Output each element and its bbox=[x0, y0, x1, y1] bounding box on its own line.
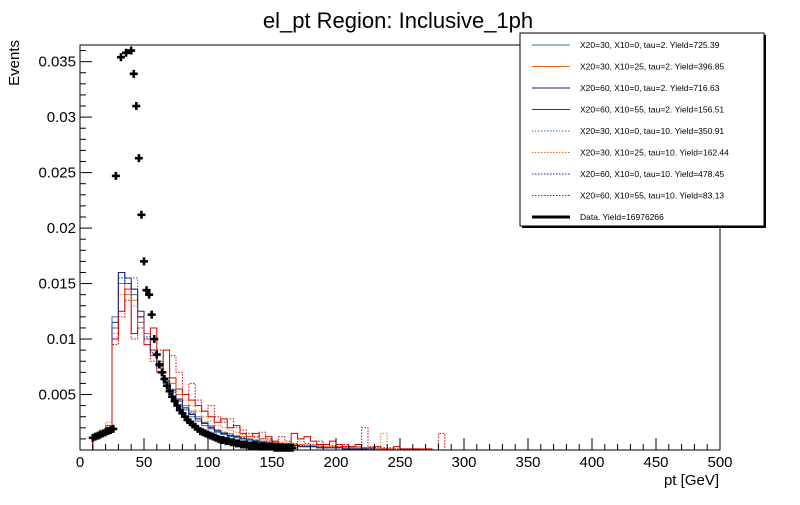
data-point-marker bbox=[132, 102, 141, 111]
data-point-marker bbox=[109, 424, 118, 433]
y-tick-label: 0.03 bbox=[47, 109, 76, 126]
axes: 0 50 100 150 200 250 300 350 400 450 500 0.005 0.01 0… bbox=[38, 44, 733, 471]
legend-entry-label: X20=60, X10=0, tau=2. Yield=716.63 bbox=[580, 83, 720, 93]
y-tick-label: 0.015 bbox=[38, 276, 76, 293]
data-point-marker bbox=[157, 368, 166, 377]
data-point-marker bbox=[163, 381, 172, 390]
data-point-marker bbox=[165, 387, 174, 396]
y-tick-label: 0.01 bbox=[47, 331, 76, 348]
y-tick-label: 0.035 bbox=[38, 54, 76, 71]
x-tick-label: 450 bbox=[643, 454, 668, 471]
legend-entry-label: X20=30, X10=25, tau=10. Yield=162.44 bbox=[580, 148, 729, 158]
legend-box bbox=[519, 32, 765, 227]
x-axis-label: pt [GeV] bbox=[664, 472, 719, 489]
data-point-marker bbox=[116, 53, 125, 62]
data-point-marker bbox=[142, 286, 151, 295]
data-point-marker bbox=[122, 48, 131, 57]
y-tick-label: 0.02 bbox=[47, 220, 76, 237]
x-tick-label: 200 bbox=[323, 454, 348, 471]
data-point-marker bbox=[160, 374, 169, 383]
x-tick-label: 150 bbox=[259, 454, 284, 471]
legend-entry-label: X20=30, X10=25, tau=2. Yield=396.85 bbox=[580, 62, 724, 72]
series-line-8 bbox=[80, 299, 720, 451]
data-point-marker bbox=[155, 360, 164, 369]
data-point-marker bbox=[137, 210, 146, 219]
legend-entry-label: Data. Yield=16976266 bbox=[580, 212, 664, 222]
y-tick-label: 0.025 bbox=[38, 165, 76, 182]
legend-entry-label: X20=60, X10=0, tau=10. Yield=478.45 bbox=[580, 169, 724, 179]
y-tick-label: 0.005 bbox=[38, 387, 76, 404]
data-point-marker bbox=[147, 310, 156, 319]
data-point-marker bbox=[111, 171, 120, 180]
data-point-marker bbox=[145, 290, 154, 299]
x-tick-label: 100 bbox=[195, 454, 220, 471]
x-tick-label: 300 bbox=[451, 454, 476, 471]
x-tick-label: 50 bbox=[136, 454, 153, 471]
legend-entry-label: X20=60, X10=55, tau=10. Yield=83.13 bbox=[580, 191, 724, 201]
x-tick-label: 0 bbox=[76, 454, 84, 471]
data-point-marker bbox=[150, 335, 159, 344]
legend-entry-label: X20=60, X10=55, tau=2. Yield=156.51 bbox=[580, 105, 724, 115]
legend-entry-label: X20=30, X10=0, tau=2. Yield=725.39 bbox=[580, 40, 720, 50]
data-point-marker bbox=[129, 69, 138, 78]
data-point-marker bbox=[170, 397, 179, 406]
x-tick-label: 350 bbox=[515, 454, 540, 471]
series-line-3 bbox=[80, 271, 720, 451]
x-tick-label: 400 bbox=[579, 454, 604, 471]
series-line-1 bbox=[80, 271, 720, 451]
legend: X20=30, X10=0, tau=2. Yield=725.39 X20=30… bbox=[519, 32, 766, 228]
data-point-marker bbox=[140, 257, 148, 266]
y-axis-label: Events bbox=[6, 40, 23, 86]
data-point-marker bbox=[173, 401, 182, 410]
legend-entry-label: X20=30, X10=0, tau=10. Yield=350.91 bbox=[580, 126, 724, 136]
data-point-marker bbox=[152, 350, 161, 359]
x-tick-label: 250 bbox=[387, 454, 412, 471]
data-point-marker bbox=[168, 392, 177, 401]
data-point-marker bbox=[134, 154, 143, 163]
chart-title: el_pt Region: Inclusive_1ph bbox=[263, 8, 533, 33]
x-tick-label: 500 bbox=[707, 454, 732, 471]
data-point-marker bbox=[127, 46, 136, 55]
